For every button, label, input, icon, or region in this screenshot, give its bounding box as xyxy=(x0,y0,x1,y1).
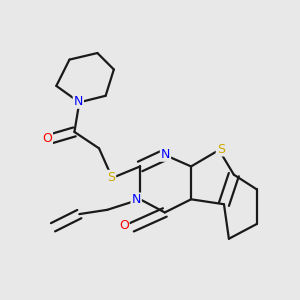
Text: O: O xyxy=(119,219,129,232)
Text: N: N xyxy=(161,148,170,161)
Text: S: S xyxy=(217,142,225,155)
Text: N: N xyxy=(131,194,141,206)
Text: O: O xyxy=(42,132,52,145)
Text: S: S xyxy=(107,171,115,184)
Text: N: N xyxy=(74,95,83,108)
